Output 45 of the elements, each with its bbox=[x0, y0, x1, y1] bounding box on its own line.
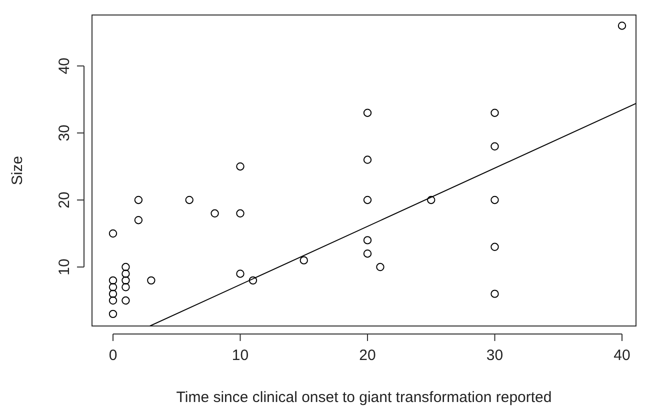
point bbox=[363, 196, 372, 204]
point bbox=[185, 196, 194, 204]
point bbox=[108, 229, 118, 238]
point bbox=[427, 196, 436, 204]
point bbox=[108, 310, 118, 318]
point bbox=[248, 276, 258, 285]
point bbox=[108, 283, 118, 292]
x-tick-label: 30 bbox=[486, 347, 504, 364]
point bbox=[363, 108, 372, 117]
point bbox=[236, 209, 244, 218]
x-tick-label: 20 bbox=[359, 347, 376, 364]
point bbox=[210, 209, 219, 218]
point bbox=[300, 256, 308, 264]
y-tick-label: 30 bbox=[56, 124, 73, 142]
x-tick-label: 40 bbox=[614, 347, 630, 364]
point bbox=[490, 196, 499, 204]
point bbox=[147, 276, 156, 285]
point bbox=[134, 216, 143, 224]
point bbox=[490, 290, 499, 298]
y-tick-label: 10 bbox=[56, 258, 73, 276]
point bbox=[490, 242, 499, 252]
x-tick-label: 10 bbox=[232, 347, 249, 364]
point bbox=[108, 296, 118, 305]
point bbox=[363, 236, 372, 244]
x-axis-title: Time since clinical onset to giant transformation reported bbox=[176, 389, 552, 406]
point bbox=[122, 270, 130, 278]
point bbox=[363, 156, 372, 164]
y-axis-title: Size bbox=[9, 156, 26, 186]
point bbox=[122, 262, 130, 272]
point bbox=[490, 142, 499, 150]
point bbox=[122, 276, 130, 285]
point bbox=[376, 262, 384, 272]
point bbox=[236, 270, 244, 278]
point bbox=[363, 250, 372, 258]
point bbox=[108, 290, 118, 298]
point bbox=[618, 22, 626, 30]
point bbox=[490, 108, 499, 117]
y-tick-label: 20 bbox=[56, 192, 73, 208]
point bbox=[108, 276, 118, 285]
point bbox=[122, 296, 130, 305]
x-tick-label: 0 bbox=[108, 347, 118, 364]
point bbox=[122, 283, 130, 292]
point bbox=[236, 162, 244, 171]
point bbox=[134, 196, 143, 204]
y-tick-label: 40 bbox=[56, 58, 73, 74]
